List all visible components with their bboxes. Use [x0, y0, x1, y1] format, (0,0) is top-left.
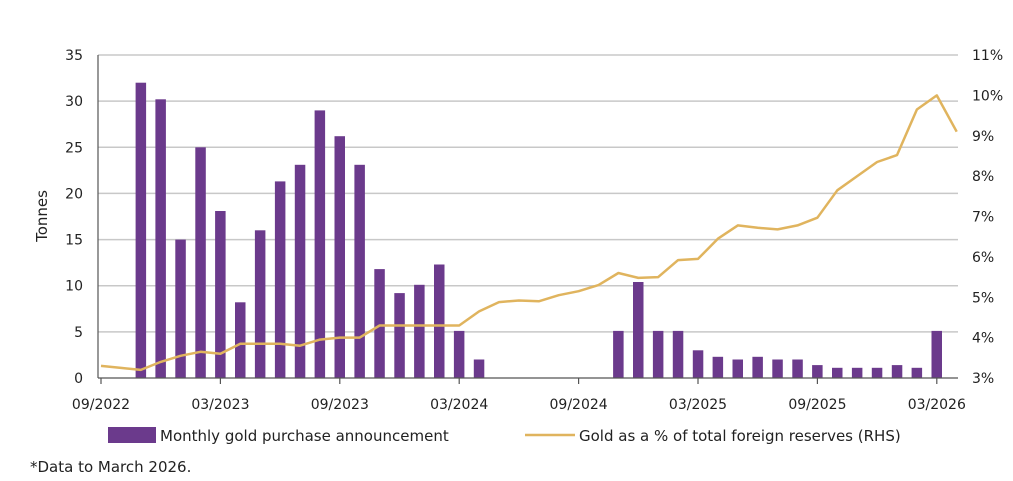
bar — [652, 330, 664, 378]
y-tick-label: 25 — [65, 140, 83, 156]
bar — [294, 164, 306, 378]
y2-tick-label: 8% — [972, 169, 994, 185]
bar — [772, 359, 783, 378]
y2-tick-label: 4% — [972, 331, 994, 347]
y-tick-label: 35 — [65, 48, 83, 64]
gridlines — [98, 54, 958, 333]
y2-tick-label: 10% — [972, 88, 1003, 104]
y2-tick-label: 7% — [972, 210, 994, 226]
y-tick-label: 10 — [65, 279, 83, 295]
bar — [692, 350, 704, 378]
bar — [851, 367, 863, 378]
x-tick-label: 03/2023 — [191, 397, 249, 413]
y2-tick-label: 9% — [972, 129, 994, 145]
bar — [712, 356, 724, 378]
bar — [354, 164, 365, 378]
y-tick-label: 20 — [65, 186, 83, 202]
bar — [374, 269, 385, 378]
bar — [414, 284, 425, 378]
y-axis-title: Tonnes — [33, 190, 51, 243]
legend-bar-swatch — [108, 427, 156, 443]
bar — [473, 359, 485, 378]
left-axis-ticks: 0 5 10 15 20 25 30 35 — [65, 48, 83, 387]
y-tick-label: 30 — [65, 94, 83, 110]
bar — [175, 239, 186, 378]
bar — [215, 211, 226, 378]
bar-series — [135, 82, 942, 379]
y2-tick-label: 11% — [972, 48, 1003, 64]
y-tick-label: 15 — [65, 233, 83, 249]
bar — [155, 99, 166, 379]
bar — [613, 330, 624, 378]
right-axis-ticks: 3% 4% 5% 6% 7% 8% 9% 10% 11% — [972, 48, 1003, 387]
footnote: *Data to March 2026. — [30, 458, 192, 476]
x-tick-label: 03/2025 — [669, 397, 727, 413]
bar — [871, 367, 883, 378]
reserve-share-line — [100, 94, 958, 372]
x-tick-label: 09/2023 — [311, 397, 369, 413]
x-tick-label: 09/2024 — [550, 397, 608, 413]
y2-tick-label: 5% — [972, 290, 994, 306]
legend-line-label: Gold as a % of total foreign reserves (R… — [579, 427, 901, 445]
x-tick-label: 09/2025 — [788, 397, 846, 413]
bar — [812, 365, 823, 378]
bar — [732, 359, 743, 378]
bar — [434, 264, 445, 378]
legend: Monthly gold purchase announcement Gold … — [108, 427, 901, 445]
y2-tick-label: 6% — [972, 250, 994, 266]
bar — [792, 359, 803, 378]
bar — [633, 282, 644, 378]
bar — [891, 365, 903, 378]
bar — [672, 330, 684, 378]
x-tick-label: 03/2024 — [430, 397, 488, 413]
bar — [752, 356, 763, 378]
bar — [235, 302, 246, 378]
line-series — [100, 94, 958, 372]
y2-tick-label: 3% — [972, 371, 994, 387]
bar — [832, 367, 843, 378]
bar — [135, 82, 147, 378]
bar — [453, 330, 465, 378]
y-tick-label: 0 — [74, 371, 83, 387]
y-tick-label: 5 — [74, 325, 83, 341]
x-axis-ticks: 09/2022 03/2023 09/2023 03/2024 09/2024 03/20… — [72, 378, 966, 413]
bar — [334, 136, 345, 378]
x-tick-label: 09/2022 — [72, 397, 130, 413]
bar — [274, 181, 286, 378]
bar — [254, 230, 266, 378]
bar — [314, 110, 326, 379]
x-tick-label: 03/2026 — [908, 397, 966, 413]
bar — [394, 293, 405, 378]
bar — [931, 330, 942, 378]
legend-bar-label: Monthly gold purchase announcement — [160, 427, 449, 445]
axes — [97, 55, 958, 379]
bar — [911, 367, 923, 378]
bar — [195, 147, 206, 378]
